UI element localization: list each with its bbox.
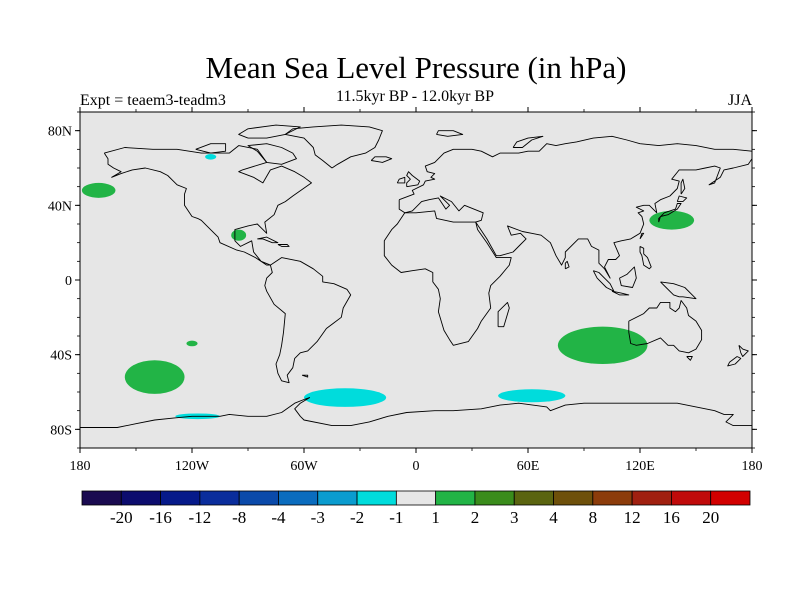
colorbar-swatch: [317, 490, 358, 506]
anomaly-region: [304, 388, 387, 407]
ocean-background: [80, 112, 752, 448]
colorbar-swatch: [356, 490, 397, 506]
lon-tick-label: 120E: [625, 459, 655, 474]
colorbar-swatch: [81, 490, 122, 506]
colorbar-label: 1: [431, 508, 440, 527]
colorbar-label: 4: [549, 508, 558, 527]
coastline: [370, 156, 393, 163]
coastline: [660, 281, 697, 300]
lon-tick-label: 60E: [517, 459, 540, 474]
coastline: [611, 290, 630, 296]
coastline: [564, 260, 570, 270]
coastline: [80, 397, 752, 428]
coastline: [686, 356, 693, 361]
anomaly-region: [231, 229, 247, 241]
colorbar-label: -16: [149, 508, 172, 527]
lat-tick-label: 80N: [48, 125, 72, 140]
coastline: [284, 124, 383, 169]
coastline: [512, 135, 544, 148]
coastline: [639, 232, 645, 240]
lon-tick-label: 180: [70, 459, 91, 474]
colorbar-label: -20: [110, 508, 133, 527]
anomaly-layer: [81, 154, 695, 420]
season-label: JJA: [727, 92, 752, 109]
coastline: [680, 178, 686, 195]
coastline: [628, 300, 703, 354]
colorbar-swatch: [278, 490, 319, 506]
axis-ticks: 80N 40N 0 40S 80S 180 120W 60W 0 60E 120E 180: [48, 107, 763, 474]
chart-subtitle: 11.5kyr BP - 12.0kyr BP: [336, 88, 494, 105]
lat-tick-label: 40S: [50, 349, 72, 364]
coastline: [406, 171, 421, 188]
colorbar-label: 20: [702, 508, 719, 527]
anomaly-region: [124, 360, 185, 394]
anomaly-region: [557, 326, 648, 365]
colorbar-swatch: [631, 490, 672, 506]
colorbar-label: 8: [589, 508, 598, 527]
lat-tick-label: 80S: [50, 423, 72, 438]
anomaly-region: [186, 340, 198, 347]
lat-tick-label: 0: [65, 274, 72, 289]
coastline: [639, 245, 652, 270]
coastline: [383, 210, 512, 346]
lon-tick-label: 120W: [175, 459, 210, 474]
colorbar-swatch: [435, 490, 476, 506]
chart-title: Mean Sea Level Pressure (in hPa): [205, 50, 627, 85]
colorbar-label: -8: [232, 508, 246, 527]
colorbar-swatch: [120, 490, 161, 506]
colorbar-swatch: [474, 490, 515, 506]
coastline: [658, 203, 682, 223]
coastline: [264, 257, 352, 384]
colorbar-label: -12: [189, 508, 212, 527]
colorbar-swatch: [710, 490, 751, 506]
coastline: [676, 195, 688, 203]
coastline: [195, 143, 227, 154]
colorbar-swatch: [592, 490, 633, 506]
coastline: [398, 135, 752, 279]
coastline: [277, 244, 290, 247]
coastline: [396, 176, 406, 184]
coastline: [103, 145, 312, 266]
coastline-layer: [80, 124, 752, 428]
colorbar-swatch: [238, 490, 279, 506]
colorbar-swatch: [513, 490, 554, 506]
coastline: [257, 236, 279, 244]
colorbar-swatch: [395, 490, 437, 506]
lon-tick-label: 60W: [290, 459, 318, 474]
coastline: [619, 266, 637, 288]
coastline: [301, 374, 309, 378]
colorbar-swatch: [553, 490, 594, 506]
coastline: [738, 344, 749, 357]
colorbar-label: -2: [350, 508, 364, 527]
lon-tick-label: 0: [413, 459, 420, 474]
coastline: [238, 124, 301, 139]
colorbar-label: -3: [311, 508, 325, 527]
colorbar-label: 2: [471, 508, 480, 527]
anomaly-region: [205, 154, 217, 160]
anomaly-region: [81, 182, 116, 198]
colorbar-swatch: [160, 490, 201, 506]
coastline: [727, 356, 742, 367]
anomaly-region: [498, 389, 566, 403]
colorbar: -20 -16 -12 -8 -4 -3 -2 -1 1 2 3 4 8 12 16 20: [81, 490, 751, 527]
colorbar-label: 3: [510, 508, 519, 527]
coastline: [436, 130, 464, 137]
colorbar-label: -4: [271, 508, 286, 527]
colorbar-swatch: [671, 490, 712, 506]
coastline: [247, 143, 297, 165]
experiment-label: Expt = teaem3-teadm3: [80, 92, 226, 109]
colorbar-label: 16: [663, 508, 680, 527]
lon-tick-label: 180: [742, 459, 763, 474]
lat-tick-label: 40N: [48, 199, 72, 214]
colorbar-label: -1: [389, 508, 403, 527]
coastline: [497, 301, 510, 328]
colorbar-swatch: [199, 490, 240, 506]
anomaly-region: [649, 210, 695, 230]
colorbar-label: 12: [624, 508, 641, 527]
